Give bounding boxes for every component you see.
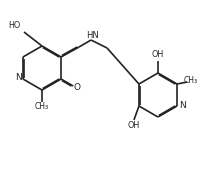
Text: O: O xyxy=(73,84,80,93)
Text: HN: HN xyxy=(85,30,98,39)
Text: HO: HO xyxy=(8,21,20,30)
Text: CH₃: CH₃ xyxy=(183,76,197,85)
Text: N: N xyxy=(178,102,185,111)
Text: CH₃: CH₃ xyxy=(35,102,49,112)
Text: OH: OH xyxy=(127,121,139,130)
Text: OH: OH xyxy=(151,51,163,60)
Text: N: N xyxy=(15,74,22,83)
